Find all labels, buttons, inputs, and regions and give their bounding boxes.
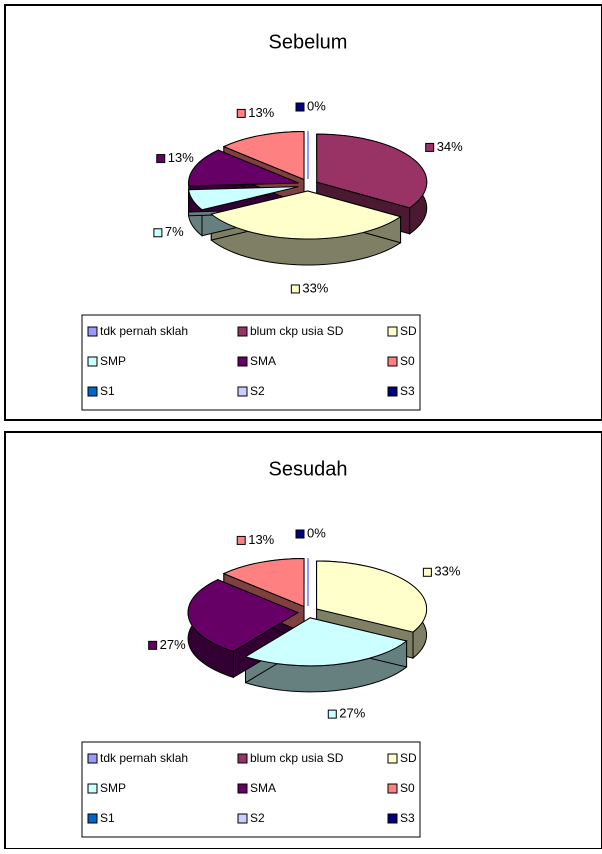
label-key xyxy=(156,154,166,164)
legend-key xyxy=(387,783,398,794)
slice xyxy=(222,130,305,181)
label-key xyxy=(295,102,305,112)
slice xyxy=(188,149,299,187)
legend-label: tdk pernah sklah xyxy=(100,751,188,765)
slice xyxy=(244,617,408,667)
legend-key xyxy=(87,813,98,824)
data-label: 33% xyxy=(434,564,460,579)
legend-key xyxy=(87,753,98,764)
data-label: 13% xyxy=(168,150,194,165)
label-key xyxy=(148,640,158,650)
legend-label: S1 xyxy=(100,811,115,825)
legend-key xyxy=(87,326,98,337)
legend-label: blum ckp usia SD xyxy=(250,751,344,765)
slice xyxy=(222,557,305,608)
data-label: 13% xyxy=(248,105,274,120)
data-label: 13% xyxy=(248,532,274,547)
legend-label: S3 xyxy=(400,811,415,825)
data-label: 27% xyxy=(339,706,365,721)
legend-label: SMA xyxy=(250,354,276,368)
chart-title: Sesudah xyxy=(269,458,348,480)
legend-frame xyxy=(81,741,421,838)
label-key xyxy=(327,709,337,719)
legend-key xyxy=(387,326,398,337)
legend-key xyxy=(387,386,398,397)
legend-label: S0 xyxy=(400,354,415,368)
legend-key xyxy=(237,386,248,397)
label-key xyxy=(236,535,246,545)
legend-key xyxy=(237,753,248,764)
data-label: 0% xyxy=(307,98,326,113)
slice xyxy=(188,186,299,211)
legend-label: SMP xyxy=(100,354,126,368)
legend-key xyxy=(237,326,248,337)
label-key xyxy=(290,284,300,294)
data-label: 0% xyxy=(307,525,326,540)
legend-label: S0 xyxy=(400,781,415,795)
legend-key xyxy=(387,753,398,764)
legend-label: SMP xyxy=(100,781,126,795)
legend-frame xyxy=(81,314,421,411)
legend-key xyxy=(87,356,98,367)
legend-label: blum ckp usia SD xyxy=(250,324,344,338)
label-key xyxy=(153,228,163,238)
legend-label: SMA xyxy=(250,781,276,795)
data-label: 34% xyxy=(437,139,463,154)
data-label: 33% xyxy=(302,280,328,295)
label-key xyxy=(422,567,432,577)
legend-key xyxy=(237,813,248,824)
legend-label: tdk pernah sklah xyxy=(100,324,188,338)
legend-key xyxy=(87,386,98,397)
chart: Sesudah 33% 27% 27% 13% 0% tdk pernah sklah blu… xyxy=(4,431,602,850)
legend-key xyxy=(387,813,398,824)
slice xyxy=(316,560,428,633)
slice xyxy=(187,579,300,652)
legend-key xyxy=(87,783,98,794)
slice xyxy=(210,190,402,240)
legend-key xyxy=(237,783,248,794)
data-label: 7% xyxy=(165,224,184,239)
label-key xyxy=(425,142,435,152)
legend-key xyxy=(387,356,398,367)
legend-label: S2 xyxy=(250,811,265,825)
slice xyxy=(316,133,428,209)
legend-label: S3 xyxy=(400,384,415,398)
legend-label: SD xyxy=(400,751,417,765)
chart-title: Sebelum xyxy=(269,31,348,53)
legend-label: S2 xyxy=(250,384,265,398)
label-key xyxy=(295,529,305,539)
chart: Sebelum 34% 33% 7% 13% 13% 0% tdk pernah sklah b… xyxy=(4,4,602,421)
label-key xyxy=(236,108,246,118)
legend-key xyxy=(237,356,248,367)
data-label: 27% xyxy=(160,637,186,652)
legend-label: S1 xyxy=(100,384,115,398)
legend-label: SD xyxy=(400,324,417,338)
